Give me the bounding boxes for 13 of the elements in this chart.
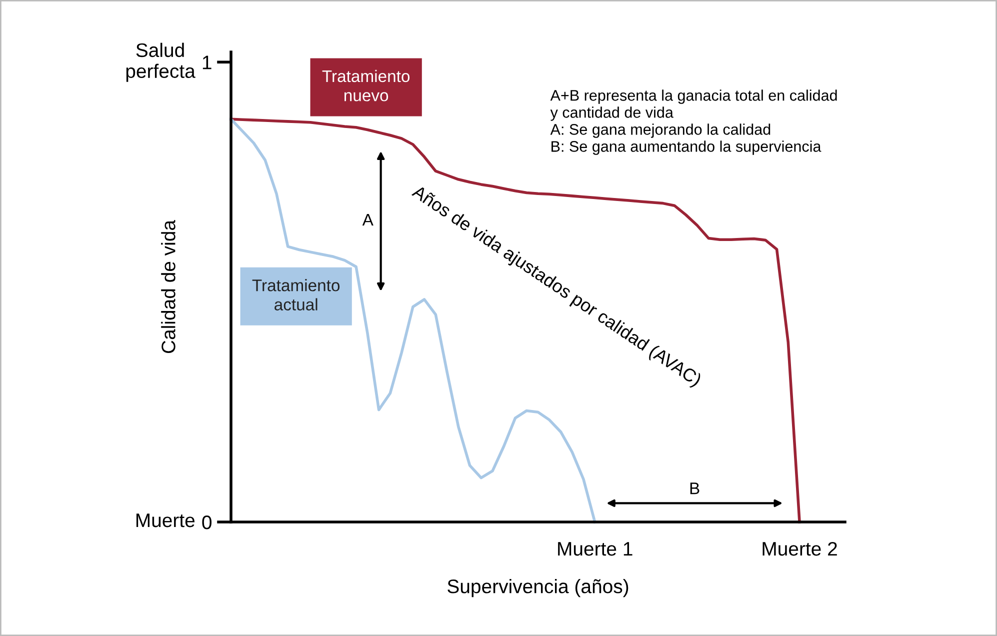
annotation: A bbox=[362, 214, 374, 226]
y-tick-label: 0 bbox=[202, 515, 212, 530]
x-tick-label: Muerte 1 bbox=[558, 542, 632, 556]
series-label: Tratamiento actual bbox=[252, 279, 340, 310]
annotation: A+B representa la ganacia total en calidad y cantidad de vida A: Se gana mejorando la calidad B: Se gana aumentando la superviencia bbox=[550, 90, 837, 155]
x-axis-title: Supervivencia (años) bbox=[448, 579, 628, 598]
annotation: B bbox=[690, 482, 700, 494]
text: Salud perfecta bbox=[126, 42, 196, 82]
text: Muerte bbox=[136, 514, 195, 528]
y-tick-label: 1 bbox=[202, 56, 212, 70]
x-tick-label: Muerte 2 bbox=[762, 542, 837, 556]
series-label: Tratamiento nuevo bbox=[322, 70, 410, 102]
y-axis-title: Calidad de vida bbox=[161, 220, 176, 354]
